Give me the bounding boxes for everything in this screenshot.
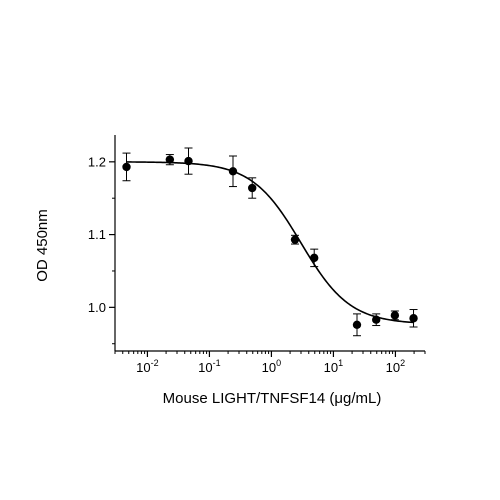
x-axis-title: Mouse LIGHT/TNFSF14 (μg/mL) xyxy=(163,390,382,407)
x-tick-label: 100 xyxy=(262,358,281,375)
data-point xyxy=(248,177,257,199)
y-axis-title: OD 450nm xyxy=(34,209,51,282)
y-ticks: 1.0 1.1 1.2 xyxy=(88,154,115,345)
x-ticks: 10-2 10-1 100 101 102 xyxy=(114,351,426,375)
marker xyxy=(122,162,131,172)
marker xyxy=(352,320,362,330)
marker xyxy=(409,314,418,323)
data-point xyxy=(372,313,381,327)
data-point xyxy=(228,155,238,188)
x-tick-label: 102 xyxy=(386,358,405,375)
marker xyxy=(310,253,319,263)
marker xyxy=(228,167,238,176)
data-point xyxy=(390,310,400,321)
x-tick-label: 101 xyxy=(324,358,343,375)
data-point xyxy=(290,234,300,245)
y-tick-label: 1.2 xyxy=(88,154,106,169)
marker xyxy=(372,315,381,324)
data-point xyxy=(409,309,418,328)
data-point xyxy=(352,313,362,337)
y-tick-label: 1.1 xyxy=(88,227,106,242)
axes xyxy=(114,135,425,352)
data-point xyxy=(165,154,175,166)
data-point xyxy=(122,152,131,182)
x-tick-label: 10-2 xyxy=(136,358,158,375)
marker xyxy=(184,156,193,166)
data-points xyxy=(122,147,418,337)
data-point xyxy=(310,248,319,268)
marker xyxy=(290,235,300,244)
y-tick-label: 1.0 xyxy=(88,300,106,315)
data-point xyxy=(184,147,193,175)
marker xyxy=(390,311,400,320)
marker xyxy=(248,183,257,193)
x-tick-label: 10-1 xyxy=(198,358,220,375)
marker xyxy=(165,155,175,164)
fit-curve xyxy=(126,161,414,324)
